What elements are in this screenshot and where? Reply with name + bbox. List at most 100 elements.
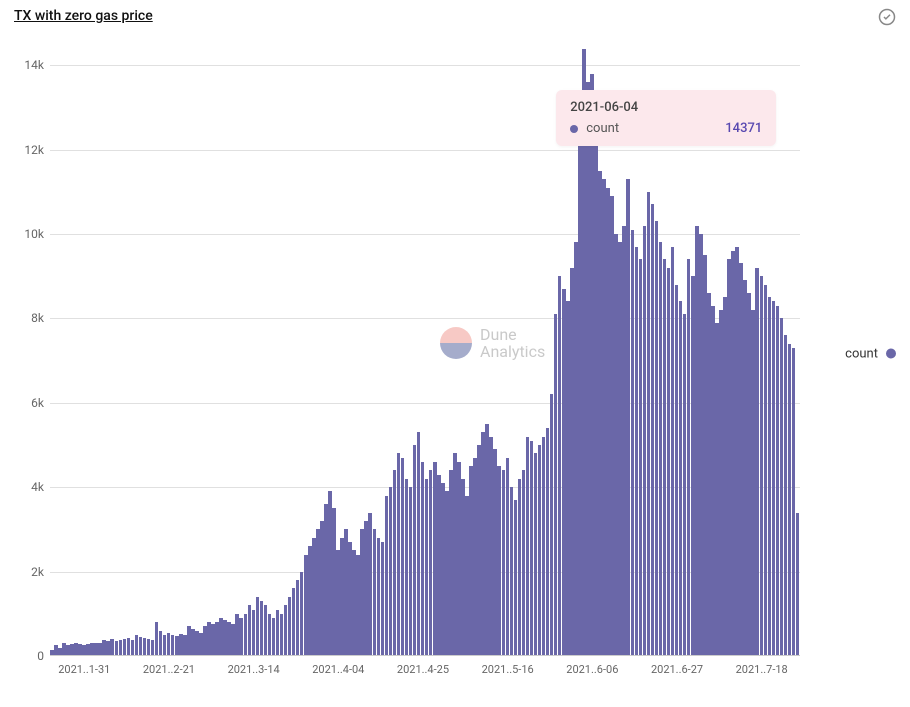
bar[interactable] xyxy=(344,529,348,656)
bar[interactable] xyxy=(417,432,421,656)
bar[interactable] xyxy=(542,437,546,656)
bar[interactable] xyxy=(115,641,119,656)
bar[interactable] xyxy=(368,513,372,657)
bar[interactable] xyxy=(631,230,635,656)
bar[interactable] xyxy=(292,588,296,656)
bar[interactable] xyxy=(445,491,449,656)
bar[interactable] xyxy=(413,445,417,656)
bar[interactable] xyxy=(574,242,578,656)
bar[interactable] xyxy=(546,428,550,656)
bar[interactable] xyxy=(207,622,211,656)
bar[interactable] xyxy=(667,268,671,656)
bar[interactable] xyxy=(743,280,747,656)
bar[interactable] xyxy=(578,141,582,656)
bar[interactable] xyxy=(558,276,562,656)
bar[interactable] xyxy=(385,496,389,656)
bar[interactable] xyxy=(167,633,171,656)
bar[interactable] xyxy=(405,479,409,656)
bar[interactable] xyxy=(360,529,364,656)
bar[interactable] xyxy=(687,259,691,656)
bar[interactable] xyxy=(550,394,554,656)
bar[interactable] xyxy=(796,513,800,657)
bar[interactable] xyxy=(300,572,304,656)
bar[interactable] xyxy=(614,234,618,656)
bar[interactable] xyxy=(352,550,356,656)
bar[interactable] xyxy=(215,622,219,656)
bar[interactable] xyxy=(316,529,320,656)
bar[interactable] xyxy=(526,437,530,656)
bar[interactable] xyxy=(647,192,651,656)
bar[interactable] xyxy=(489,437,493,656)
bar[interactable] xyxy=(651,204,655,656)
bar[interactable] xyxy=(332,508,336,656)
bar[interactable] xyxy=(231,624,235,656)
bar[interactable] xyxy=(175,636,179,656)
bar[interactable] xyxy=(219,618,223,656)
bar[interactable] xyxy=(155,622,159,656)
bar[interactable] xyxy=(135,635,139,656)
bar[interactable] xyxy=(127,638,131,656)
bar[interactable] xyxy=(606,188,610,656)
bar[interactable] xyxy=(449,470,453,656)
bar[interactable] xyxy=(506,458,510,656)
bar[interactable] xyxy=(643,226,647,657)
bar[interactable] xyxy=(421,462,425,656)
bar[interactable] xyxy=(699,234,703,656)
bar[interactable] xyxy=(514,500,518,656)
bar[interactable] xyxy=(163,635,167,656)
bar[interactable] xyxy=(401,458,405,656)
bar[interactable] xyxy=(788,344,792,656)
bar[interactable] xyxy=(348,542,352,656)
bar[interactable] xyxy=(723,297,727,656)
bar[interactable] xyxy=(522,470,526,656)
bar[interactable] xyxy=(707,293,711,656)
bar[interactable] xyxy=(751,310,755,656)
bar[interactable] xyxy=(409,487,413,656)
bar[interactable] xyxy=(433,462,437,656)
bar[interactable] xyxy=(441,483,445,656)
bar[interactable] xyxy=(691,276,695,656)
bar[interactable] xyxy=(171,635,175,656)
bar[interactable] xyxy=(719,310,723,656)
bar[interactable] xyxy=(437,475,441,656)
bar[interactable] xyxy=(671,247,675,656)
bar[interactable] xyxy=(284,605,288,656)
bar[interactable] xyxy=(538,445,542,656)
bar[interactable] xyxy=(356,555,360,656)
bar[interactable] xyxy=(264,605,268,656)
bar[interactable] xyxy=(223,620,227,656)
bar[interactable] xyxy=(695,226,699,657)
bar[interactable] xyxy=(457,462,461,656)
bar[interactable] xyxy=(461,479,465,656)
bar[interactable] xyxy=(760,276,764,656)
bar[interactable] xyxy=(768,297,772,656)
bar[interactable] xyxy=(340,538,344,656)
bar[interactable] xyxy=(106,641,110,656)
bar[interactable] xyxy=(755,268,759,656)
bar[interactable] xyxy=(199,633,203,656)
legend[interactable]: count xyxy=(845,346,896,361)
bar[interactable] xyxy=(659,242,663,656)
bar[interactable] xyxy=(227,622,231,656)
bar[interactable] xyxy=(622,226,626,657)
bar[interactable] xyxy=(268,614,272,656)
bar[interactable] xyxy=(792,348,796,656)
bar[interactable] xyxy=(469,466,473,656)
bar[interactable] xyxy=(102,640,106,656)
bar[interactable] xyxy=(94,643,98,657)
bar[interactable] xyxy=(179,634,183,656)
bar[interactable] xyxy=(397,453,401,656)
bar[interactable] xyxy=(530,441,534,656)
bar[interactable] xyxy=(195,631,199,656)
bar[interactable] xyxy=(296,580,300,656)
bar[interactable] xyxy=(703,255,707,656)
bar[interactable] xyxy=(151,640,155,656)
bar[interactable] xyxy=(280,614,284,656)
bar[interactable] xyxy=(510,487,514,656)
bar[interactable] xyxy=(191,629,195,656)
bar[interactable] xyxy=(429,470,433,656)
bar[interactable] xyxy=(566,301,570,656)
bar[interactable] xyxy=(594,133,598,656)
bar[interactable] xyxy=(364,521,368,656)
bar[interactable] xyxy=(618,242,622,656)
